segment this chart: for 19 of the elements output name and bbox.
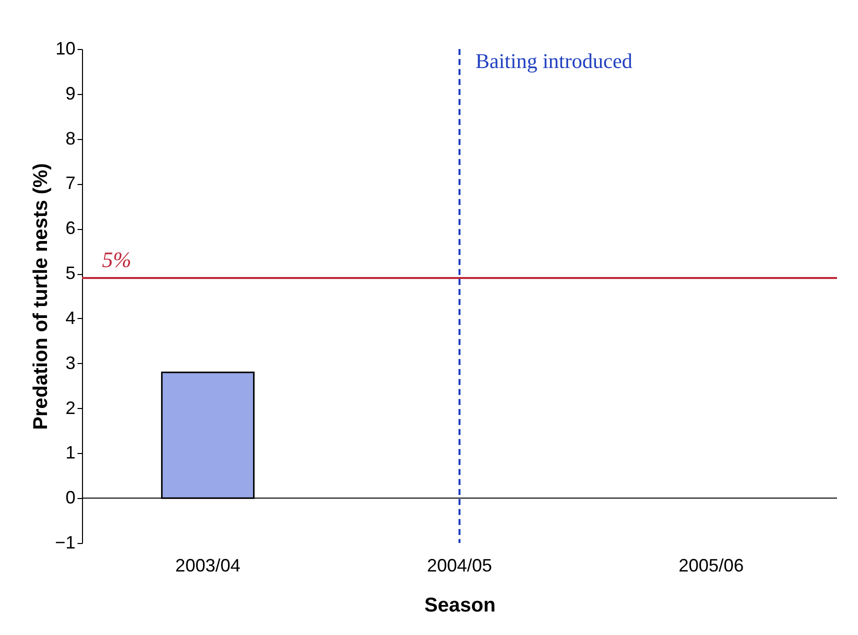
y-axis-title: Predation of turtle nests (%) xyxy=(30,163,52,430)
y-tick-label: 8 xyxy=(65,128,76,148)
y-tick-label: 2 xyxy=(65,398,76,418)
x-tick-label: 2004/05 xyxy=(426,556,492,576)
ref-line-label: Baiting introduced xyxy=(476,49,633,73)
ref-line-label: 5% xyxy=(102,247,132,272)
x-axis-title: Season xyxy=(424,594,496,616)
x-tick-label: 2003/04 xyxy=(175,556,240,576)
y-tick-label: 0 xyxy=(65,488,76,508)
y-tick-label: 4 xyxy=(65,308,76,328)
y-tick-label: 1 xyxy=(65,442,76,463)
y-tick-label: 10 xyxy=(55,38,76,58)
y-tick-label: 9 xyxy=(65,83,76,104)
y-tick-label: −1 xyxy=(54,532,76,552)
y-tick-label: 5 xyxy=(65,263,76,284)
y-tick-label: 6 xyxy=(65,218,76,238)
y-tick-label: 7 xyxy=(65,173,76,194)
x-tick-label: 2005/06 xyxy=(678,556,744,576)
y-tick-label: 3 xyxy=(65,352,76,373)
